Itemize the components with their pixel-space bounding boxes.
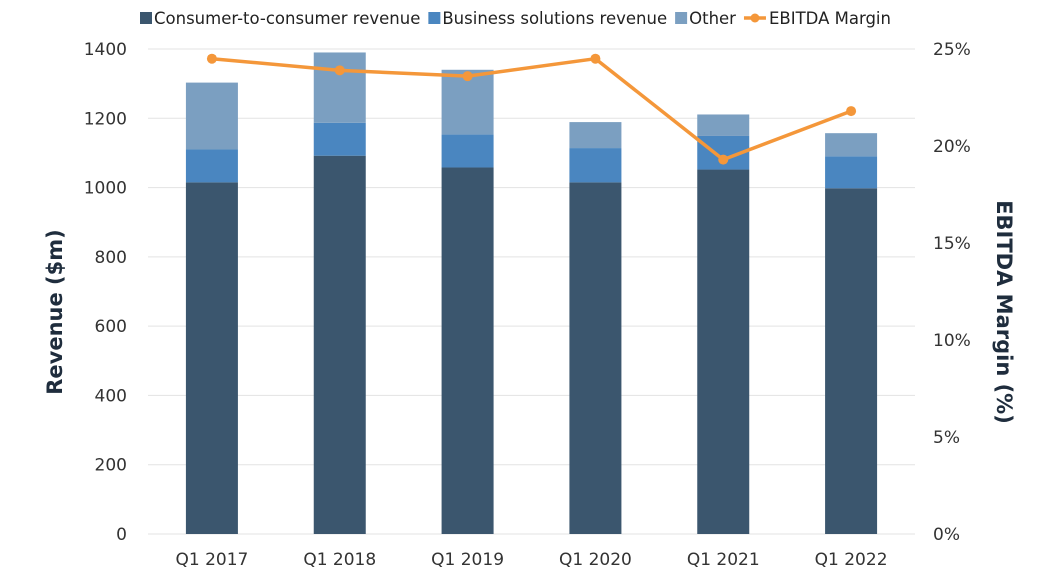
legend-swatch <box>675 12 688 24</box>
bar-segment-1 <box>185 149 238 183</box>
y-tick-label: 800 <box>95 248 127 268</box>
bar-segment-1 <box>441 134 494 168</box>
ebitda-point <box>206 53 217 64</box>
legend-label: Consumer-to-consumer revenue <box>154 9 420 28</box>
x-tick-label: Q1 2018 <box>303 550 376 570</box>
y-tick-label: 0 <box>116 525 127 545</box>
x-tick-label: Q1 2020 <box>559 550 632 570</box>
y-axis-right-ticks: 0% 5% 10% 15% 20% 25% <box>933 40 971 545</box>
x-tick-label: Q1 2021 <box>687 550 760 570</box>
bar-segment-1 <box>313 122 366 156</box>
y-tick-label: 600 <box>95 317 127 337</box>
legend-item: Business solutions revenue <box>428 9 667 28</box>
ebitda-point <box>718 154 729 165</box>
legend-swatch <box>140 12 152 24</box>
ebitda-point <box>846 106 857 117</box>
y-tick-label: 200 <box>95 456 127 476</box>
x-tick-label: Q1 2019 <box>431 550 504 570</box>
y2-tick-label: 5% <box>933 428 960 448</box>
legend: Consumer-to-consumer revenue Business sol… <box>140 9 891 28</box>
bar-segment-0 <box>441 167 494 534</box>
legend-item: Consumer-to-consumer revenue <box>140 9 420 28</box>
bar-segment-2 <box>825 133 878 157</box>
y-tick-label: 1000 <box>84 179 127 199</box>
y2-tick-label: 0% <box>933 525 960 545</box>
x-tick-label: Q1 2017 <box>175 550 248 570</box>
bar-segment-1 <box>825 156 878 189</box>
grid-lines <box>148 48 915 535</box>
bar-segment-2 <box>313 52 366 123</box>
ebitda-point <box>590 53 601 64</box>
legend-swatch <box>428 12 441 24</box>
bar-segment-2 <box>185 82 238 150</box>
y2-tick-label: 10% <box>933 331 971 351</box>
y-tick-label: 1200 <box>84 109 127 129</box>
x-tick-label: Q1 2022 <box>815 550 888 570</box>
bar-segment-2 <box>697 114 750 136</box>
legend-line-marker <box>750 13 760 23</box>
ebitda-point <box>462 71 473 82</box>
y2-tick-label: 25% <box>933 40 971 60</box>
bar-segment-0 <box>185 182 238 534</box>
bar-segment-0 <box>569 182 622 534</box>
ebitda-line-path <box>211 56 852 162</box>
bar-series <box>185 52 878 535</box>
legend-label: Business solutions revenue <box>442 9 667 28</box>
y-axis-left-ticks: 0 200 400 600 800 1000 1200 1400 <box>84 40 127 545</box>
x-axis-ticks: Q1 2017 Q1 2018 Q1 2019 Q1 2020 Q1 2021 Q1 20… <box>175 550 887 570</box>
bar-segment-1 <box>569 148 622 183</box>
bar-segment-0 <box>697 169 750 535</box>
y2-axis-title: EBITDA Margin (%) <box>992 200 1016 424</box>
ebitda-line <box>206 53 857 165</box>
y2-tick-label: 15% <box>933 234 971 254</box>
legend-label: EBITDA Margin <box>769 9 891 28</box>
bar-segment-0 <box>825 188 878 534</box>
y-axis-title: Revenue ($m) <box>43 229 67 395</box>
legend-label: Other <box>689 9 736 28</box>
legend-item: EBITDA Margin <box>743 9 891 28</box>
ebitda-point <box>334 65 345 76</box>
y2-tick-label: 20% <box>933 137 971 157</box>
y-tick-label: 1400 <box>84 40 127 60</box>
bar-segment-2 <box>569 122 622 149</box>
y-tick-label: 400 <box>95 386 127 406</box>
bar-segment-0 <box>313 155 366 534</box>
legend-item: Other <box>675 9 736 28</box>
